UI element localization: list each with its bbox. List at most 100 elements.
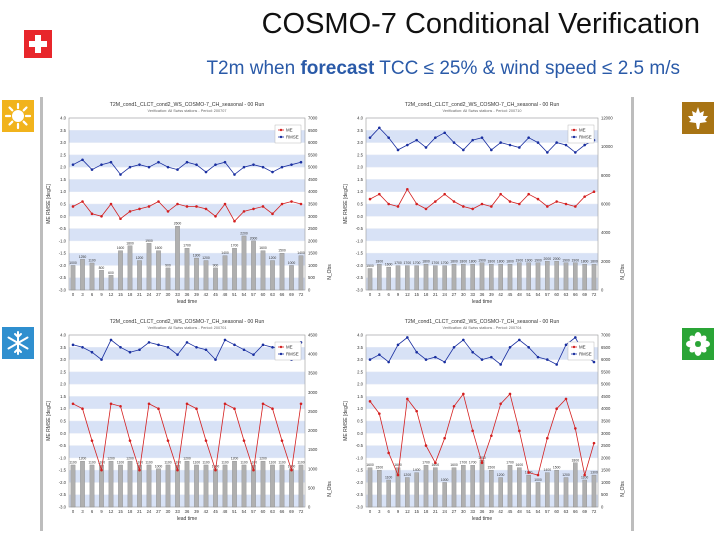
nobs-bar-label: 1800 bbox=[126, 241, 134, 245]
chart-winter: T2M_cond1_CLCT_cond2_WS_COSMO-7_CH_seaso… bbox=[43, 315, 337, 529]
y-tick-label: 1.0 bbox=[60, 189, 66, 194]
nobs-bar-label: 2000 bbox=[250, 236, 258, 240]
panel-shadow bbox=[40, 313, 43, 531]
x-tick-label: 15 bbox=[414, 509, 419, 514]
y-tick-label: -1.0 bbox=[356, 238, 364, 243]
me-point bbox=[499, 192, 502, 196]
y-tick-label: -3.0 bbox=[59, 288, 67, 293]
x-tick-label: 18 bbox=[424, 292, 429, 297]
rmse-point bbox=[119, 345, 122, 349]
me-point bbox=[261, 205, 265, 208]
subtitle-part1: T2m when bbox=[206, 58, 301, 79]
x-tick-label: 9 bbox=[100, 509, 103, 514]
rmse-point bbox=[424, 358, 428, 361]
x-tick-label: 51 bbox=[232, 292, 237, 297]
x-tick-label: 24 bbox=[442, 509, 447, 514]
rmse-point bbox=[490, 148, 493, 152]
x-tick-label: 9 bbox=[397, 292, 400, 297]
y-tick-label: 2.5 bbox=[357, 152, 363, 157]
nobs-bar-label: 1100 bbox=[145, 460, 152, 464]
rmse-point bbox=[233, 173, 236, 176]
nobs-bar-label: 1600 bbox=[450, 463, 458, 467]
x-tick-label: 12 bbox=[405, 509, 410, 514]
rmse-point bbox=[527, 136, 530, 139]
nobs-bar bbox=[442, 482, 447, 508]
grid-band bbox=[366, 421, 598, 434]
y2-tick-label: 7000 bbox=[308, 116, 318, 121]
nobs-bar bbox=[89, 262, 95, 291]
me-point bbox=[536, 473, 540, 477]
rmse-point bbox=[508, 345, 512, 349]
me-point bbox=[480, 202, 484, 206]
me-point bbox=[443, 192, 446, 196]
rmse-point bbox=[204, 170, 208, 174]
nobs-bar-label: 1000 bbox=[155, 464, 163, 468]
y-tick-label: 1.0 bbox=[357, 406, 363, 411]
nobs-bar-label: 1200 bbox=[562, 473, 570, 477]
nobs-bar bbox=[165, 464, 171, 508]
nobs-bar bbox=[461, 465, 466, 508]
legend-marker bbox=[279, 128, 283, 132]
rmse-point bbox=[574, 336, 577, 339]
nobs-bar-label: 1900 bbox=[572, 258, 580, 262]
y-tick-label: 1.0 bbox=[357, 189, 363, 194]
x-tick-label: 69 bbox=[582, 292, 587, 297]
me-point bbox=[233, 407, 236, 411]
rmse-point bbox=[147, 341, 151, 344]
chart-subtitle: Verification: All Swiss stations - Perio… bbox=[443, 109, 522, 113]
rmse-point bbox=[536, 355, 540, 359]
me-point bbox=[271, 407, 274, 411]
legend-marker bbox=[572, 352, 576, 356]
rmse-point bbox=[396, 148, 400, 152]
y2-axis-label: N_Obs bbox=[327, 481, 333, 497]
nobs-bar-label: 1100 bbox=[88, 460, 95, 464]
x-tick-label: 12 bbox=[109, 292, 114, 297]
y-tick-label: -2.5 bbox=[356, 492, 364, 497]
grid-band bbox=[69, 228, 305, 241]
nobs-bar bbox=[573, 262, 578, 291]
rmse-point bbox=[252, 353, 255, 356]
rmse-point bbox=[480, 358, 484, 361]
x-tick-label: 15 bbox=[118, 509, 123, 514]
x-axis-label: lead time bbox=[472, 516, 493, 522]
legend-label: ME bbox=[579, 345, 586, 350]
me-point bbox=[109, 202, 113, 206]
nobs-bar bbox=[591, 474, 597, 508]
y2-tick-label: 1000 bbox=[308, 466, 318, 471]
nobs-bar bbox=[146, 243, 152, 291]
nobs-bar bbox=[137, 464, 142, 508]
grid-band bbox=[366, 396, 598, 409]
y2-tick-label: 6500 bbox=[601, 345, 611, 350]
y-tick-label: 0.0 bbox=[60, 214, 66, 219]
rmse-point bbox=[508, 143, 512, 147]
nobs-bar-label: 1100 bbox=[117, 460, 124, 464]
rmse-point bbox=[299, 160, 303, 164]
me-point bbox=[81, 200, 84, 203]
y2-tick-label: 6000 bbox=[601, 357, 611, 362]
nobs-bar bbox=[405, 265, 410, 291]
nobs-bar bbox=[203, 464, 209, 508]
nobs-bar-label: 900 bbox=[213, 263, 219, 267]
legend-marker bbox=[572, 128, 576, 132]
nobs-bar-label: 1100 bbox=[221, 460, 228, 464]
y-tick-label: 3.0 bbox=[60, 357, 66, 362]
chart-panel-winter: T2M_cond1_CLCT_cond2_WS_COSMO-7_CH_seaso… bbox=[43, 315, 337, 529]
nobs-bar bbox=[414, 265, 419, 291]
nobs-bar bbox=[507, 264, 513, 291]
x-tick-label: 72 bbox=[299, 292, 304, 297]
me-point bbox=[406, 187, 409, 191]
x-tick-label: 15 bbox=[414, 292, 419, 297]
nobs-bar bbox=[517, 467, 522, 508]
me-point bbox=[128, 210, 132, 213]
nobs-bar-label: 1600 bbox=[259, 246, 267, 250]
nobs-bar-label: 1000 bbox=[441, 478, 449, 482]
me-point bbox=[214, 214, 217, 218]
nobs-bar-label: 1500 bbox=[553, 466, 561, 470]
y-tick-label: 0.0 bbox=[60, 431, 66, 436]
nobs-bar-label: 1800 bbox=[376, 260, 384, 264]
x-tick-label: 48 bbox=[223, 292, 228, 297]
nobs-bar bbox=[194, 464, 199, 508]
grid-band bbox=[69, 130, 305, 143]
y-tick-label: 3.0 bbox=[357, 140, 363, 145]
x-tick-label: 6 bbox=[387, 292, 390, 297]
